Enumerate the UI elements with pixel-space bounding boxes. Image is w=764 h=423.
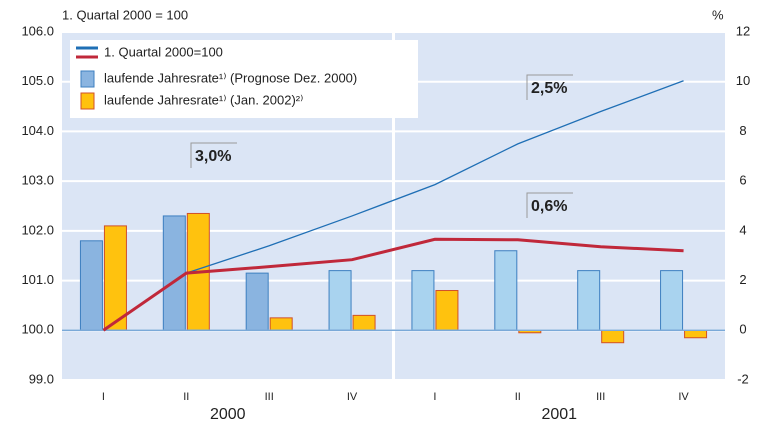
y-tick-label: 104.0: [21, 123, 54, 138]
y-tick-label: 101.0: [21, 272, 54, 287]
bar: [269, 317, 293, 331]
group-label: 2000: [210, 406, 246, 423]
y-tick-label: 106.0: [21, 23, 54, 38]
x-tick-label: III: [265, 391, 274, 403]
y-tick-label: 100.0: [21, 322, 54, 337]
bar: [577, 270, 601, 331]
x-tick-label: II: [515, 391, 521, 403]
x-tick-label: IV: [678, 391, 689, 403]
annotation: 0,6%: [531, 198, 567, 215]
bar: [411, 270, 435, 331]
x-tick-label: I: [433, 391, 436, 403]
legend-box: [70, 40, 418, 118]
y2-tick-label: 0: [739, 322, 746, 337]
y-tick-label: 99.0: [29, 371, 54, 386]
y-axis-label: 1. Quartal 2000 = 100: [62, 7, 188, 22]
x-tick-label: IV: [347, 391, 358, 403]
y2-tick-label: 10: [736, 73, 750, 88]
bar: [245, 272, 269, 331]
x-tick-label: III: [596, 391, 605, 403]
annotation-bracket: [526, 192, 573, 218]
y-tick-label: 103.0: [21, 173, 54, 188]
y2-tick-label: 12: [736, 23, 750, 38]
bar: [435, 290, 459, 331]
legend-label: 1. Quartal 2000=100: [104, 44, 223, 59]
y2-tick-label: 2: [739, 272, 746, 287]
bar: [162, 215, 186, 331]
y-tick-label: 102.0: [21, 222, 54, 237]
y2-tick-label: 8: [739, 123, 746, 138]
y2-tick-label: 6: [739, 173, 746, 188]
legend-swatch: [80, 92, 95, 110]
y-tick-label: 105.0: [21, 73, 54, 88]
bar: [328, 270, 352, 331]
bar: [79, 240, 103, 331]
line: [102, 237, 684, 332]
x-tick-label: I: [102, 391, 105, 403]
y2-tick-label: 4: [739, 222, 746, 237]
bar: [103, 225, 127, 331]
legend-label: laufende Jahresrate¹⁾ (Prognose Dez. 200…: [104, 70, 357, 85]
legend-label: laufende Jahresrate¹⁾ (Jan. 2002)²⁾: [104, 92, 303, 107]
line: [186, 80, 684, 274]
bar: [660, 270, 684, 331]
annotation: 2,5%: [531, 80, 567, 97]
y2-tick-label: -2: [737, 371, 749, 386]
annotation-bracket: [190, 142, 237, 168]
x-tick-label: II: [183, 391, 189, 403]
legend-swatch: [80, 70, 95, 88]
annotation: 3,0%: [195, 148, 231, 165]
bar: [494, 250, 518, 331]
annotation-bracket: [526, 74, 573, 100]
bar: [352, 314, 376, 331]
group-label: 2001: [541, 406, 577, 423]
y2-axis-label: %: [712, 7, 724, 22]
bar: [601, 329, 625, 344]
bar: [684, 329, 708, 339]
